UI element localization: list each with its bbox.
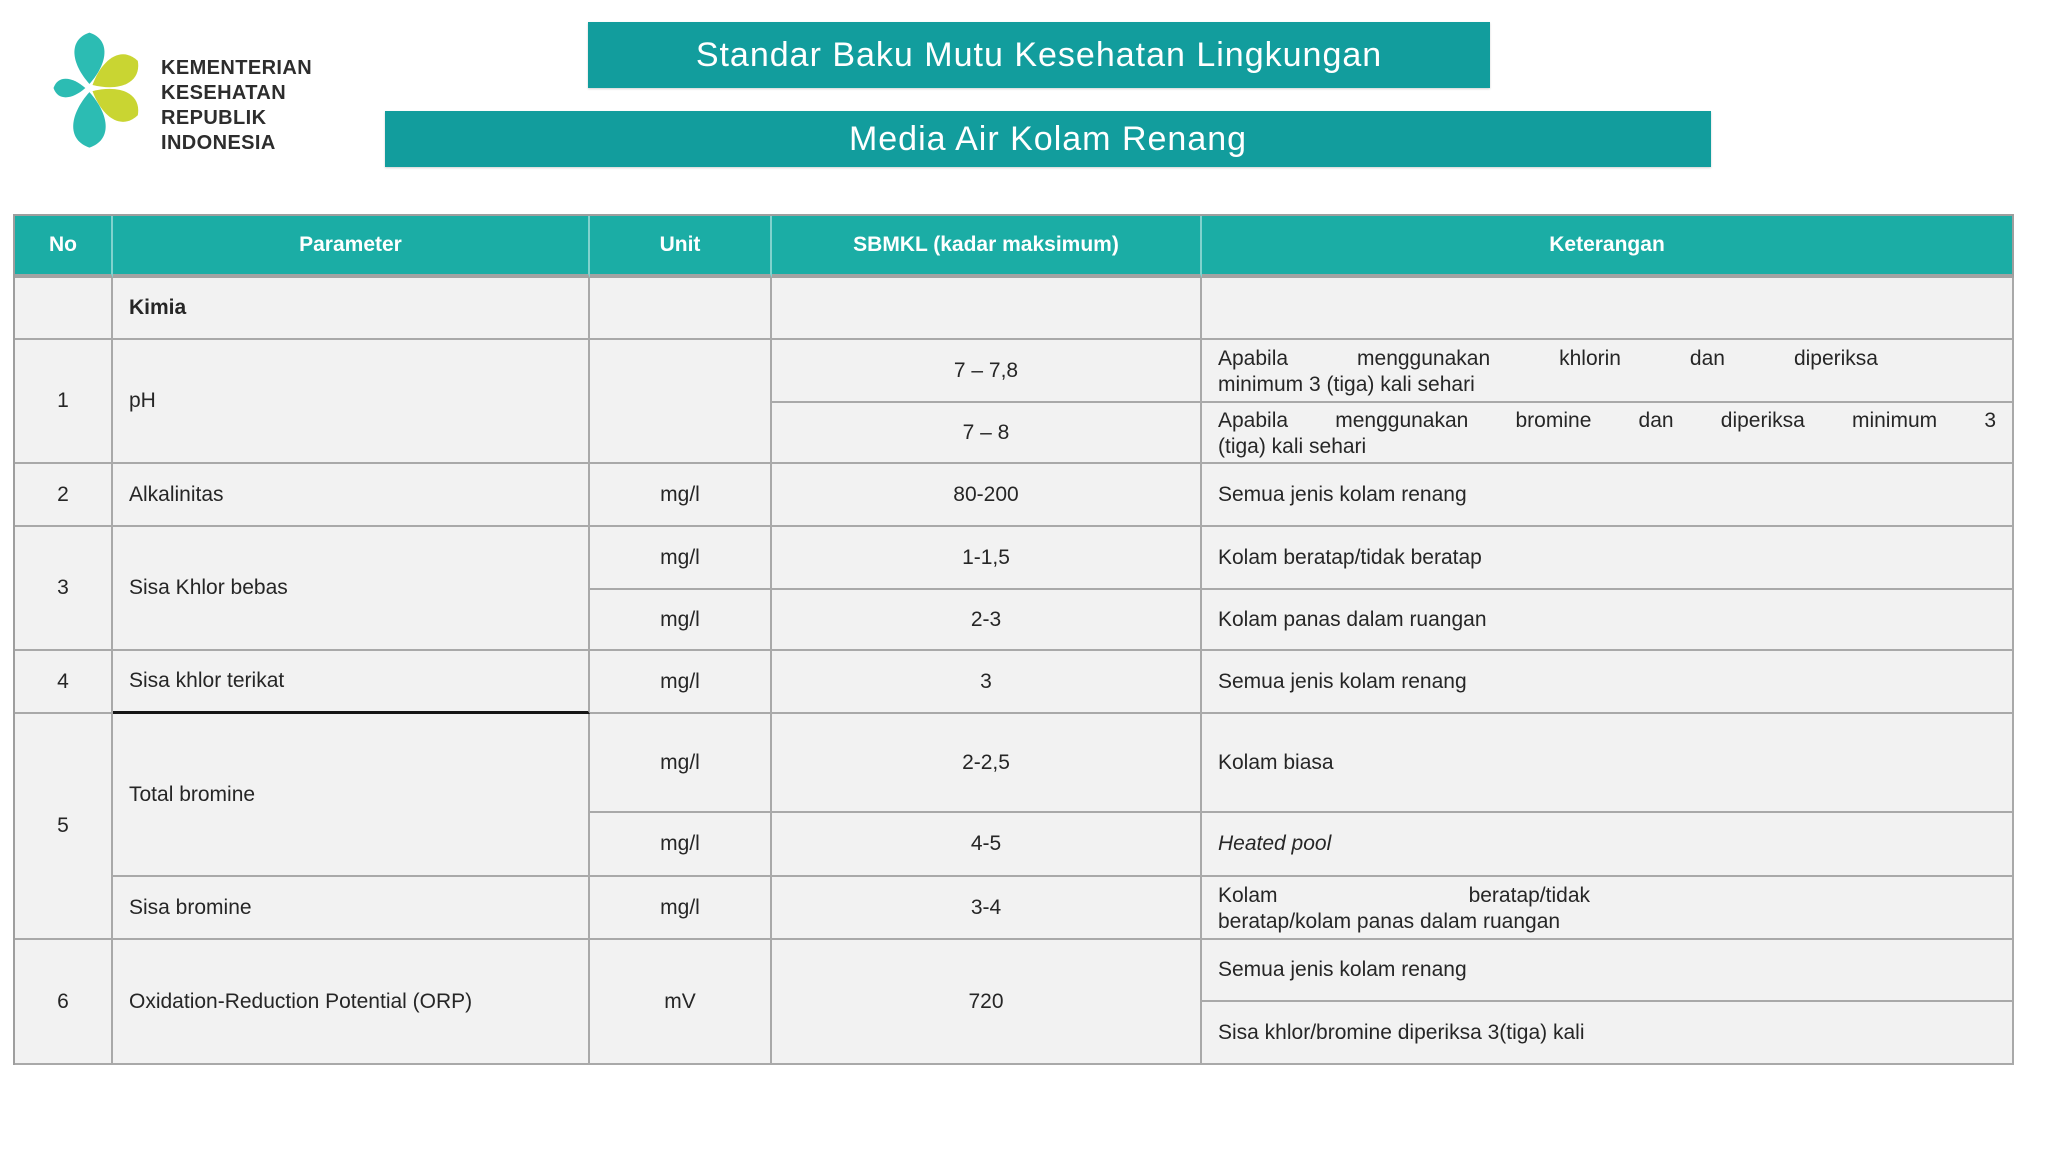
cell-section-keterangan xyxy=(1202,278,2014,340)
cell-sbmkl-khlor-b: 2-3 xyxy=(772,590,1202,651)
subtitle-banner: Media Air Kolam Renang xyxy=(385,111,1711,167)
col-header-keterangan: Keterangan xyxy=(1202,216,2014,278)
cell-unit-khlor-terikat: mg/l xyxy=(590,651,772,714)
cell-unit-bromine-c: mg/l xyxy=(590,877,772,940)
keterangan-line: Apabila menggunakan khlorin dan diperiks… xyxy=(1218,346,1878,370)
ministry-name: KEMENTERIAN KESEHATAN REPUBLIK INDONESIA xyxy=(161,56,312,156)
cell-section-unit xyxy=(590,278,772,340)
standards-table: No Parameter Unit SBMKL (kadar maksimum)… xyxy=(13,214,2014,1065)
logo-petal-left xyxy=(53,78,86,98)
cell-no-2: 2 xyxy=(15,464,113,527)
kemenkes-flower-icon xyxy=(53,32,145,148)
ministry-logo: KEMENTERIAN KESEHATAN REPUBLIK INDONESIA xyxy=(33,24,312,156)
cell-no-4: 4 xyxy=(15,651,113,714)
cell-keterangan-sisa-bromine: Kolam beratap/tidak beratap/kolam panas … xyxy=(1202,877,2014,940)
cell-no-5: 5 xyxy=(15,714,113,940)
cell-keterangan-bromine-a: Kolam biasa xyxy=(1202,714,2014,813)
cell-keterangan-ph-bromine: Apabila menggunakan bromine dan diperiks… xyxy=(1202,403,2014,464)
cell-no-1: 1 xyxy=(15,340,113,464)
cell-sbmkl-ph-bromine: 7 – 8 xyxy=(772,403,1202,464)
section-title: Kimia xyxy=(113,278,590,340)
cell-parameter-alkalinitas: Alkalinitas xyxy=(113,464,590,527)
title-banner: Standar Baku Mutu Kesehatan Lingkungan xyxy=(588,22,1490,88)
ministry-name-line: INDONESIA xyxy=(161,132,276,154)
cell-keterangan-khlor-terikat: Semua jenis kolam renang xyxy=(1202,651,2014,714)
cell-parameter-sisa-bromine: Sisa bromine xyxy=(113,877,590,940)
cell-no-3: 3 xyxy=(15,527,113,651)
cell-sbmkl-orp: 720 xyxy=(772,940,1202,1065)
col-header-no: No xyxy=(15,216,113,278)
cell-parameter-total-bromine: Total bromine xyxy=(113,714,590,877)
cell-keterangan-khlor-b: Kolam panas dalam ruangan xyxy=(1202,590,2014,651)
cell-parameter-ph: pH xyxy=(113,340,590,464)
cell-unit-orp: mV xyxy=(590,940,772,1065)
keterangan-line: Kolam beratap/tidak xyxy=(1218,883,1590,907)
cell-unit-khlor-a: mg/l xyxy=(590,527,772,590)
page-subtitle: Media Air Kolam Renang xyxy=(848,119,1248,158)
cell-sbmkl-khlor-terikat: 3 xyxy=(772,651,1202,714)
col-header-sbmkl: SBMKL (kadar maksimum) xyxy=(772,216,1202,278)
col-header-parameter: Parameter xyxy=(113,216,590,278)
col-header-unit: Unit xyxy=(590,216,772,278)
cell-keterangan-orp-b: Sisa khlor/bromine diperiksa 3(tiga) kal… xyxy=(1202,1002,2014,1065)
cell-unit-ph xyxy=(590,340,772,464)
keterangan-line: Apabila menggunakan bromine dan diperiks… xyxy=(1218,408,1996,432)
page-title: Standar Baku Mutu Kesehatan Lingkungan xyxy=(695,35,1383,74)
cell-sbmkl-bromine-a: 2-2,5 xyxy=(772,714,1202,813)
cell-no-6: 6 xyxy=(15,940,113,1065)
cell-section-no xyxy=(15,278,113,340)
cell-sbmkl-bromine-b: 4-5 xyxy=(772,813,1202,877)
keterangan-line: (tiga) kali sehari xyxy=(1218,434,1367,458)
cell-parameter-sisa-khlor-terikat: Sisa khlor terikat xyxy=(113,651,590,714)
cell-parameter-orp: Oxidation-Reduction Potential (ORP) xyxy=(113,940,590,1065)
ministry-name-line: REPUBLIK xyxy=(161,107,267,129)
cell-sbmkl-khlor-a: 1-1,5 xyxy=(772,527,1202,590)
cell-unit-khlor-b: mg/l xyxy=(590,590,772,651)
cell-keterangan-khlor-a: Kolam beratap/tidak beratap xyxy=(1202,527,2014,590)
ministry-name-line: KESEHATAN xyxy=(161,82,287,104)
cell-keterangan-orp-a: Semua jenis kolam renang xyxy=(1202,940,2014,1002)
cell-section-sbmkl xyxy=(772,278,1202,340)
cell-keterangan-alkalinitas: Semua jenis kolam renang xyxy=(1202,464,2014,527)
cell-unit-alkalinitas: mg/l xyxy=(590,464,772,527)
cell-unit-bromine-b: mg/l xyxy=(590,813,772,877)
cell-parameter-sisa-khlor-bebas: Sisa Khlor bebas xyxy=(113,527,590,651)
cell-sbmkl-bromine-c: 3-4 xyxy=(772,877,1202,940)
cell-sbmkl-alkalinitas: 80-200 xyxy=(772,464,1202,527)
cell-keterangan-ph-khlorin: Apabila menggunakan khlorin dan diperiks… xyxy=(1202,340,2014,403)
keterangan-line: minimum 3 (tiga) kali sehari xyxy=(1218,372,1475,396)
cell-unit-bromine-a: mg/l xyxy=(590,714,772,813)
ministry-name-line: KEMENTERIAN xyxy=(161,57,313,79)
cell-keterangan-heated-pool: Heated pool xyxy=(1202,813,2014,877)
keterangan-line: beratap/kolam panas dalam ruangan xyxy=(1218,909,1561,933)
cell-sbmkl-ph-khlorin: 7 – 7,8 xyxy=(772,340,1202,403)
